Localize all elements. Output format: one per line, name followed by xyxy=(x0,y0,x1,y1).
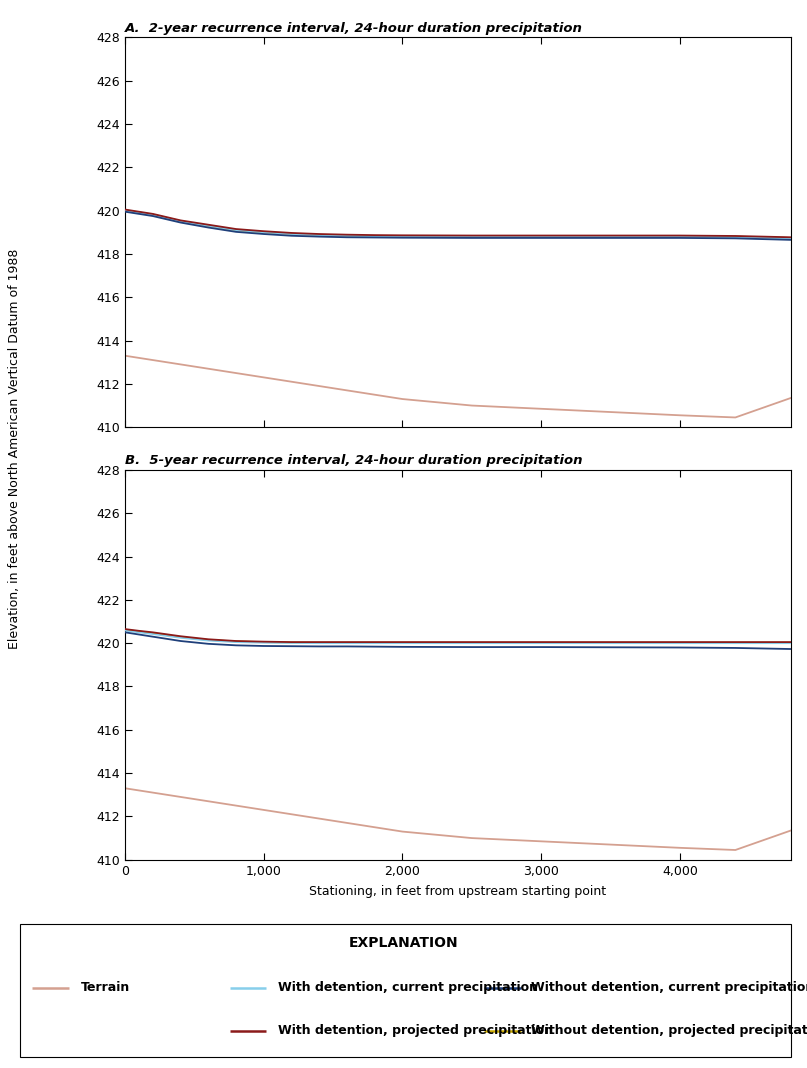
Text: Without detention, projected precipitation: Without detention, projected precipitati… xyxy=(531,1024,807,1037)
Text: A.  2-year recurrence interval, 24-hour duration precipitation: A. 2-year recurrence interval, 24-hour d… xyxy=(125,21,583,35)
Text: With detention, current precipitation: With detention, current precipitation xyxy=(278,981,538,994)
Text: Elevation, in feet above North American Vertical Datum of 1988: Elevation, in feet above North American … xyxy=(8,249,21,648)
X-axis label: Stationing, in feet from upstream starting point: Stationing, in feet from upstream starti… xyxy=(309,884,607,897)
Text: B.  5-year recurrence interval, 24-hour duration precipitation: B. 5-year recurrence interval, 24-hour d… xyxy=(125,454,583,468)
Text: EXPLANATION: EXPLANATION xyxy=(349,936,458,951)
Text: Terrain: Terrain xyxy=(81,981,130,994)
Text: Without detention, current precipitation: Without detention, current precipitation xyxy=(531,981,807,994)
Text: With detention, projected precipitation: With detention, projected precipitation xyxy=(278,1024,554,1037)
